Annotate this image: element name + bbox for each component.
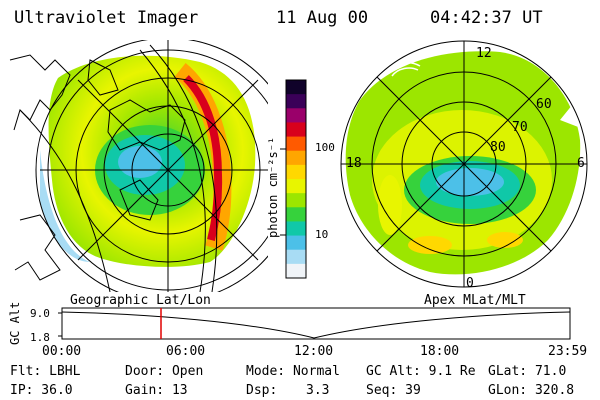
date-label: 11 Aug 00 — [276, 8, 369, 28]
timeline-xtick-0600: 06:00 — [166, 344, 206, 359]
colorbar-tick-100: 100 — [315, 141, 335, 154]
colorbar-band — [286, 207, 306, 222]
right-panel-label: Apex MLat/MLT — [424, 293, 526, 308]
mlt-label-6: 6 — [577, 156, 585, 171]
mlat-label-70: 70 — [512, 120, 528, 135]
colorbar-band — [286, 94, 306, 109]
colorbar-band — [286, 221, 306, 237]
mlat-label-60: 60 — [536, 97, 552, 112]
ip-info: IP: 36.0 — [10, 383, 73, 398]
glon-info: GLon: 320.8 — [488, 383, 575, 398]
colorbar-band — [286, 150, 306, 166]
colorbar-tick-10: 10 — [315, 228, 329, 241]
glat-info: GLat: 71.0 — [488, 364, 567, 379]
mlt-label-0: 0 — [466, 276, 474, 291]
timeline-xtick-1800: 18:00 — [420, 344, 460, 359]
colorbar-band — [286, 108, 306, 123]
gc-alt-info: GC Alt: 9.1 Re — [366, 364, 476, 379]
dsp-value: 3.3 — [306, 383, 330, 398]
timeline-xtick-1200: 12:00 — [294, 344, 334, 359]
left-panel-label: Geographic Lat/Lon — [70, 293, 211, 308]
colorbar-band — [286, 263, 306, 279]
mlt-label-18: 18 — [346, 156, 362, 171]
timeline-ytick-low: 1.8 — [30, 331, 50, 344]
timeline-xtick-0000: 00:00 — [42, 344, 82, 359]
colorbar-band — [286, 80, 306, 95]
mode-info: Mode: Normal — [246, 364, 340, 379]
mlat-label-80: 80 — [490, 140, 506, 155]
filter-info: Flt: LBHL — [10, 364, 81, 379]
gain-info: Gain: 13 — [125, 383, 188, 398]
app-title: Ultraviolet Imager — [14, 8, 199, 28]
colorbar-band — [286, 235, 306, 251]
door-info: Door: Open — [125, 364, 204, 379]
timeline-xtick-2359: 23:59 — [548, 344, 588, 359]
colorbar-band — [286, 164, 306, 180]
colorbar-band — [286, 193, 306, 208]
colorbar-band — [286, 249, 306, 265]
colorbar-band — [286, 179, 306, 194]
dsp-label: Dsp: — [246, 383, 278, 398]
timeline-ytick-high: 9.0 — [30, 307, 50, 320]
seq-info: Seq: 39 — [366, 383, 421, 398]
colorbar-band — [286, 136, 306, 152]
colorbar-band — [286, 122, 306, 138]
time-label: 04:42:37 UT — [430, 8, 543, 28]
mlt-label-12: 12 — [476, 46, 492, 61]
